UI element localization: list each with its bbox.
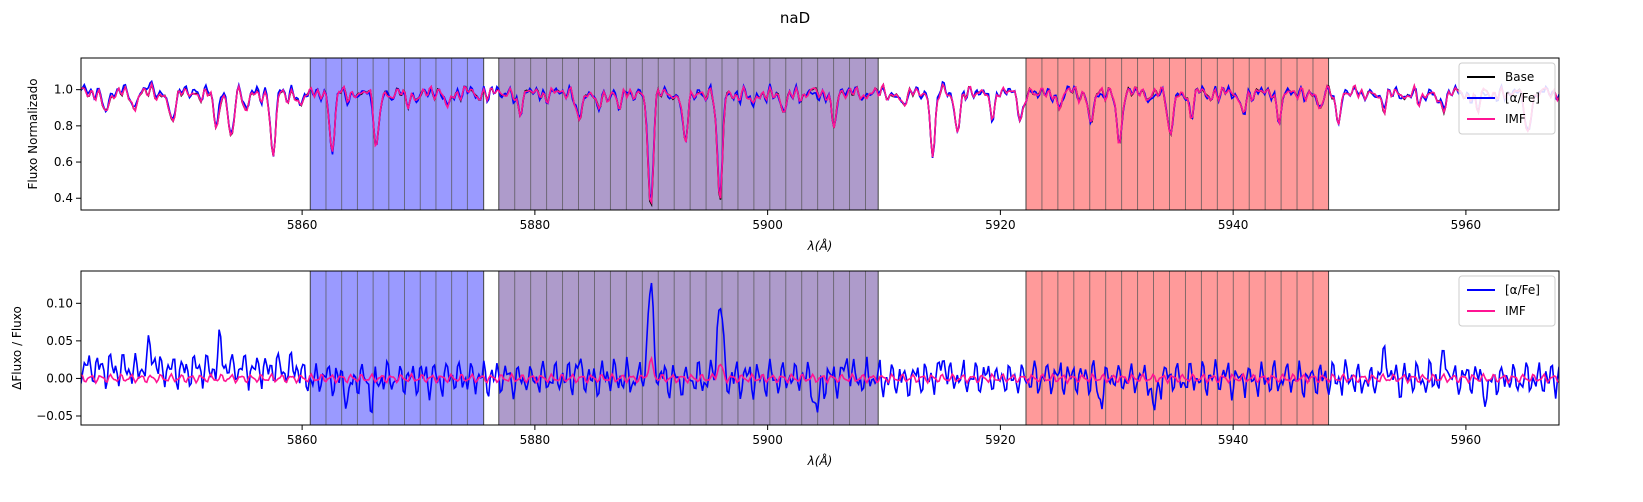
series-line [81, 81, 1559, 206]
axes-frame [80, 57, 1560, 211]
top-panel: 5860 5880 5900 5920 5940 5960 0.4 0.6 0.8 1.0 λ(Å)… [26, 57, 1560, 253]
x-tick-label: 5920 [985, 218, 1016, 232]
y-tick-label: 0.4 [54, 191, 73, 205]
y-axis-label: ΔFluxo / Fluxo [10, 306, 24, 390]
x-axis-label: λ(Å) [807, 453, 833, 468]
figure-title: naD [780, 9, 810, 27]
y-tick-label: 1.0 [54, 83, 73, 97]
band-red [1025, 57, 1330, 211]
y-tick-label: 0.05 [46, 334, 73, 348]
x-tick-label: 5880 [520, 218, 551, 232]
x-tick-label: 5940 [1218, 218, 1249, 232]
band-red [1025, 270, 1330, 426]
legend-label: Base [1505, 70, 1534, 84]
legend-label: [α/Fe] [1505, 91, 1540, 105]
y-axis-label: Fluxo Normalizado [26, 78, 40, 189]
legend-box [1458, 62, 1556, 135]
x-tick-label: 5860 [287, 218, 318, 232]
legend-label: IMF [1505, 112, 1526, 126]
series-line [81, 282, 1559, 414]
x-tick-label: 5900 [752, 218, 783, 232]
x-tick-label: 5960 [1451, 433, 1482, 447]
axes-frame [80, 270, 1560, 426]
x-axis-label: λ(Å) [807, 238, 833, 253]
legend-box [1458, 275, 1556, 327]
series-line [81, 355, 1559, 385]
x-tick-label: 5920 [985, 433, 1016, 447]
bottom-panel: 5860 5880 5900 5920 5940 5960 −0.05 0.00 0.05 0.1… [10, 270, 1560, 468]
band-purple [498, 57, 879, 211]
x-tick-label: 5860 [287, 433, 318, 447]
y-tick-label: 0.00 [46, 371, 73, 385]
legend-label: [α/Fe] [1505, 283, 1540, 297]
x-tick-label: 5880 [520, 433, 551, 447]
band-blue [309, 57, 485, 211]
y-tick-label: 0.6 [54, 155, 73, 169]
y-tick-label: 0.10 [46, 296, 73, 310]
y-tick-label: −0.05 [36, 409, 73, 423]
band-blue [309, 270, 485, 426]
x-tick-label: 5960 [1451, 218, 1482, 232]
x-tick-label: 5940 [1218, 433, 1249, 447]
x-tick-label: 5900 [752, 433, 783, 447]
legend-label: IMF [1505, 304, 1526, 318]
y-tick-label: 0.8 [54, 119, 73, 133]
band-purple [498, 270, 879, 426]
